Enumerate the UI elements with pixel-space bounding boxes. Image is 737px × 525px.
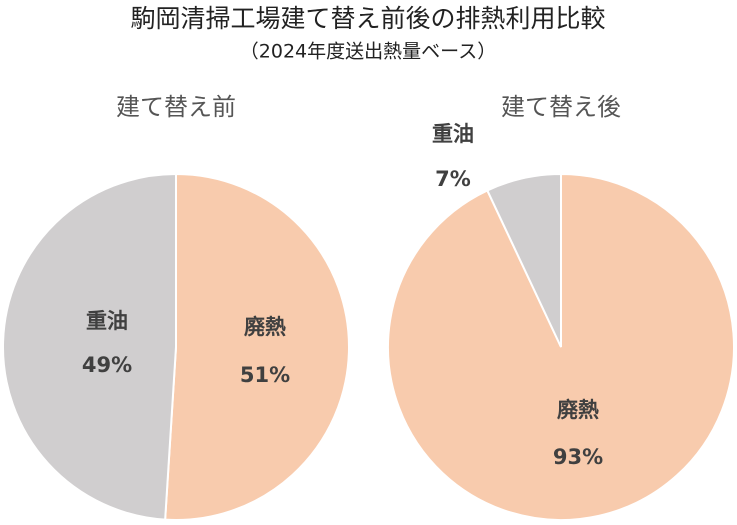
slice-value-label: 49%	[82, 353, 132, 377]
slice-category-label: 廃熱	[244, 315, 286, 339]
slice-category-label: 重油	[86, 309, 128, 333]
chart-subtitle: （2024年度送出熱量ベース）	[240, 41, 496, 63]
pie-title: 建て替え前	[116, 93, 236, 121]
slice-value-label: 93%	[553, 445, 603, 469]
pie-slice	[1, 172, 177, 521]
slice-category-label: 重油	[432, 122, 474, 146]
pie-slice	[164, 172, 350, 521]
chart-title: 駒岡清掃工場建て替え前後の排熱利用比較	[130, 4, 605, 33]
slice-category-label: 廃熱	[557, 398, 599, 422]
slice-value-label: 7%	[435, 167, 471, 191]
slice-value-label: 51%	[240, 363, 290, 387]
pie-title: 建て替え後	[501, 93, 621, 121]
pie-slice	[486, 172, 562, 348]
